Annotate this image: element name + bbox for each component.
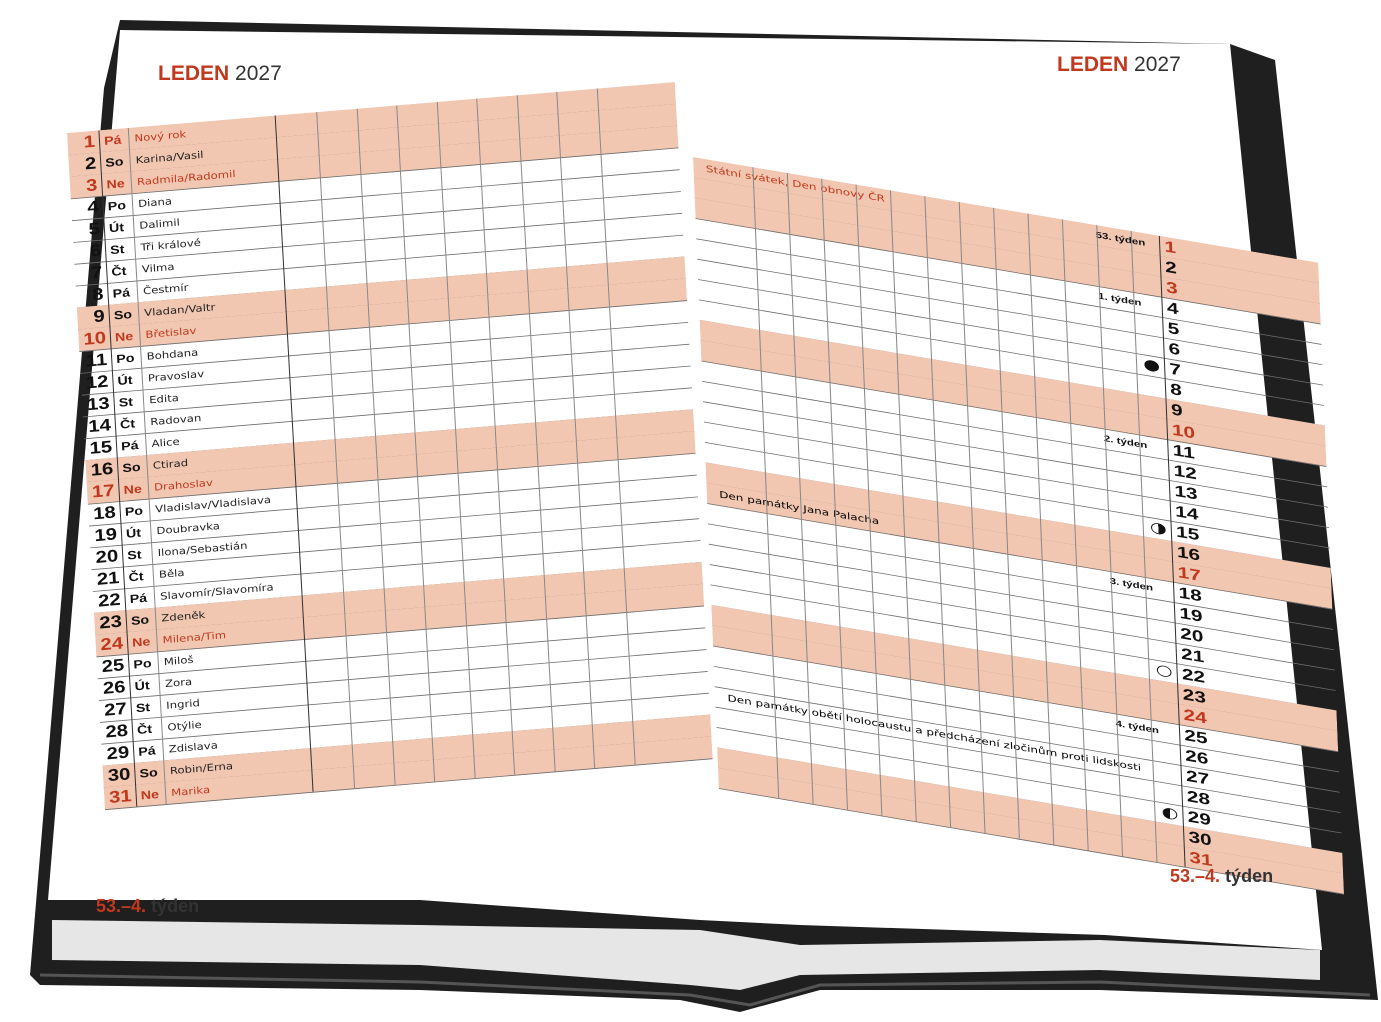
day-number: 30 (107, 764, 131, 786)
right-month-year: 2027 (1134, 53, 1181, 76)
day-number: 20 (95, 546, 119, 568)
day-of-week: St (109, 242, 125, 257)
day-of-week: Út (134, 678, 150, 693)
name-day: Diana (137, 195, 173, 210)
name-day: Zora (164, 675, 193, 690)
day-number: 28 (104, 721, 129, 742)
name-day: Běla (158, 566, 185, 581)
day-number: 24 (100, 634, 124, 655)
name-day: Alice (151, 435, 180, 450)
day-number: 9 (92, 306, 106, 327)
day-of-week: Čt (128, 569, 144, 584)
left-week-range-numbers: 53.–4. (96, 896, 147, 916)
day-of-week: Pá (137, 743, 157, 759)
day-number: 25 (101, 655, 125, 677)
right-week-range-numbers: 53.–4. (1170, 866, 1221, 886)
moon-new-icon (1144, 359, 1160, 373)
day-number: 31 (108, 786, 133, 808)
day-number: 3 (85, 176, 98, 196)
day-number: 6 (89, 241, 102, 261)
day-of-week: Út (117, 372, 133, 388)
day-of-week: Pá (120, 438, 139, 453)
left-week-range-label: týden (151, 896, 200, 916)
day-of-week: Pá (129, 590, 148, 606)
day-of-week: Po (115, 350, 135, 366)
day-of-week: So (139, 765, 159, 781)
right-week-range: 53.–4. týden (1170, 866, 1273, 887)
day-of-week: Ne (140, 787, 160, 802)
name-day: Marika (170, 783, 211, 799)
day-of-week: Po (133, 656, 152, 672)
day-of-week: Út (125, 525, 142, 541)
day-of-week: Pá (103, 132, 122, 148)
day-of-week: Čt (111, 263, 127, 279)
day-of-week: Po (107, 198, 127, 214)
day-number: 22 (97, 590, 122, 611)
day-number: 19 (93, 525, 118, 546)
day-of-week: So (104, 154, 124, 170)
day-number: 17 (91, 481, 116, 502)
day-number: 18 (92, 503, 117, 524)
day-number: 11 (85, 350, 108, 371)
day-of-week: Pá (112, 285, 131, 301)
right-week-range-label: týden (1225, 866, 1274, 886)
day-of-week: St (118, 394, 134, 410)
day-number: 2 (84, 154, 97, 174)
day-number: 14 (87, 415, 112, 437)
left-month-name: LEDEN (158, 62, 230, 85)
day-of-week: St (135, 700, 151, 715)
day-number: 1 (83, 132, 96, 152)
day-number: 12 (85, 372, 109, 393)
name-day: Edita (148, 391, 180, 406)
right-month-title: LEDEN 2027 (1057, 53, 1181, 77)
left-page: 1 Pá Nový rok 2 So Karina/Vasil 3 Ne Radmila/Rad… (67, 82, 717, 888)
day-number: 29 (106, 743, 130, 764)
name-day: Miloš (163, 653, 194, 668)
day-of-week: So (130, 612, 150, 628)
day-number: 15 (89, 437, 113, 459)
day-number: 16 (90, 459, 114, 480)
day-of-week: Ne (123, 481, 143, 497)
day-of-week: Ne (106, 176, 126, 192)
left-month-year: 2027 (235, 62, 282, 85)
day-number: 7 (90, 263, 103, 283)
left-week-range: 53.–4. týden (96, 896, 199, 917)
day-of-week: Ne (131, 634, 151, 650)
day-of-week: Čt (136, 721, 153, 737)
day-number: 13 (86, 394, 111, 415)
day-of-week: So (122, 459, 141, 475)
day-number: 23 (98, 612, 123, 633)
day-number: 5 (88, 219, 101, 240)
day-of-week: Út (108, 220, 125, 235)
day-of-week: St (126, 547, 142, 563)
cover-edge-light (39, 973, 1371, 1007)
day-of-week: Ne (114, 328, 134, 344)
day-number: 21 (96, 568, 120, 590)
day-number: 26 (102, 677, 127, 699)
name-day: Vilma (141, 260, 175, 276)
page-stack (52, 920, 1320, 990)
name-day: Ingrid (165, 696, 201, 712)
moon-first-quarter-icon (1150, 522, 1166, 536)
right-page: 1 53. týden Státní svátek, Den obnovy ČR 2 3… (693, 157, 1347, 967)
day-of-week: Po (124, 503, 144, 519)
name-day: Otýlie (167, 718, 203, 734)
left-month-title: LEDEN 2027 (158, 62, 282, 86)
day-of-week: Čt (119, 416, 136, 432)
moon-full-icon (1156, 664, 1172, 678)
moon-last-quarter-icon (1162, 807, 1178, 821)
day-number: 10 (82, 328, 107, 350)
day-number: 4 (86, 197, 100, 218)
day-of-week: So (113, 307, 133, 323)
name-day: Ctirad (152, 456, 189, 472)
right-month-name: LEDEN (1057, 53, 1129, 76)
day-number: 8 (91, 285, 105, 305)
day-number: 27 (103, 699, 128, 720)
